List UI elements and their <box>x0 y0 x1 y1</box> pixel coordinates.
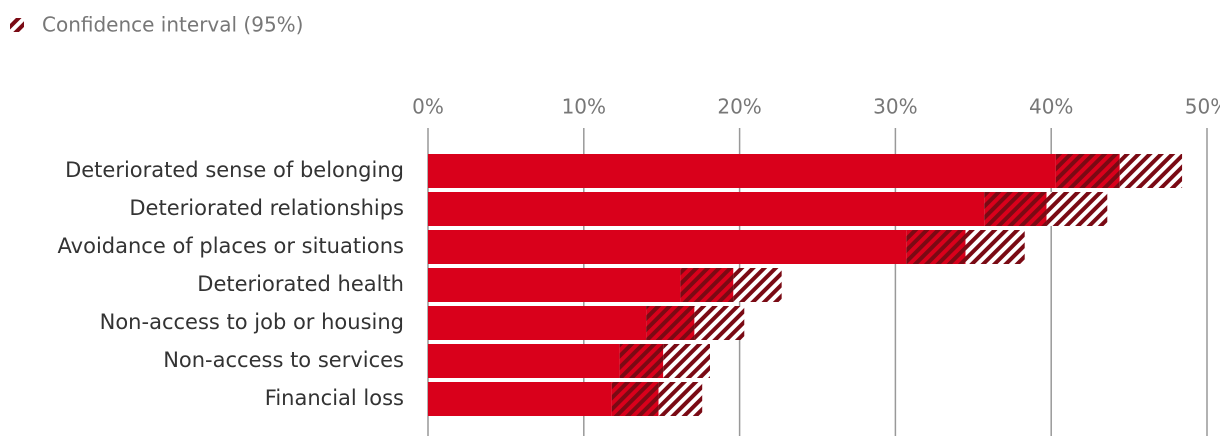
bar <box>428 344 620 378</box>
x-tick-label: 20% <box>717 95 761 119</box>
ci-lower <box>1055 154 1120 188</box>
category-label: Deteriorated relationships <box>129 196 404 220</box>
bar <box>428 306 647 340</box>
bar <box>428 230 907 264</box>
category-label: Non-access to job or housing <box>100 310 404 334</box>
ci-lower <box>619 344 664 378</box>
category-label: Deteriorated sense of belonging <box>65 158 404 182</box>
x-tick-label: 40% <box>1029 95 1073 119</box>
ci-lower <box>646 306 695 340</box>
ci-lower <box>680 268 734 302</box>
x-tick-label: 10% <box>562 95 606 119</box>
x-tick-label: 0% <box>412 95 444 119</box>
category-label: Avoidance of places or situations <box>58 234 404 258</box>
x-tick-label: 50% <box>1185 95 1220 119</box>
legend-label: Confidence interval (95%) <box>42 13 303 37</box>
legend-swatch <box>10 18 24 32</box>
ci-upper <box>733 268 782 302</box>
ci-upper <box>658 382 703 416</box>
ci-upper <box>1119 154 1183 188</box>
ci-lower <box>984 192 1047 226</box>
bar <box>428 268 681 302</box>
bar <box>428 192 985 226</box>
ci-lower <box>611 382 659 416</box>
ci-upper <box>694 306 745 340</box>
bar <box>428 382 612 416</box>
bar <box>428 154 1056 188</box>
x-tick-label: 30% <box>873 95 917 119</box>
ci-upper <box>1046 192 1108 226</box>
ci-lower <box>906 230 966 264</box>
category-label: Deteriorated health <box>197 272 404 296</box>
category-label: Financial loss <box>265 386 404 410</box>
ci-upper <box>965 230 1025 264</box>
ci-upper <box>663 344 710 378</box>
category-label: Non-access to services <box>163 348 404 372</box>
